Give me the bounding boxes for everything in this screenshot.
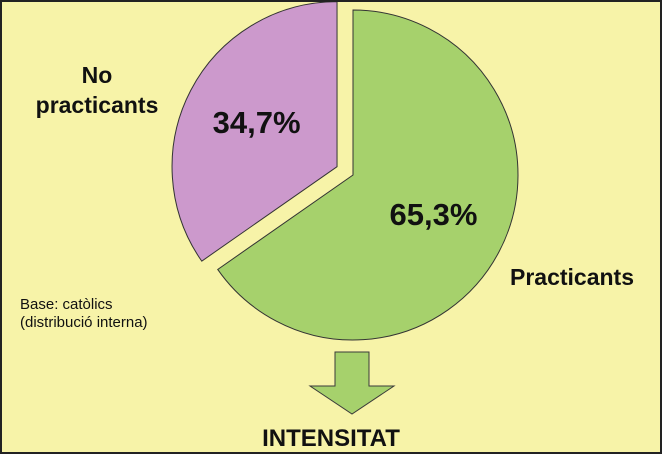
annotation: Base: catòlics bbox=[20, 296, 113, 313]
annotation: INTENSITAT bbox=[262, 425, 400, 452]
pie-slice bbox=[217, 9, 519, 341]
category-label: No practicants bbox=[35, 62, 159, 118]
value-label: 34,7% bbox=[213, 105, 301, 140]
pie-slice bbox=[171, 2, 338, 262]
arrow bbox=[308, 351, 396, 415]
value-label: 65,3% bbox=[390, 197, 478, 232]
annotation: (distribució interna) bbox=[20, 314, 148, 331]
category-label: Practicants bbox=[509, 264, 634, 290]
